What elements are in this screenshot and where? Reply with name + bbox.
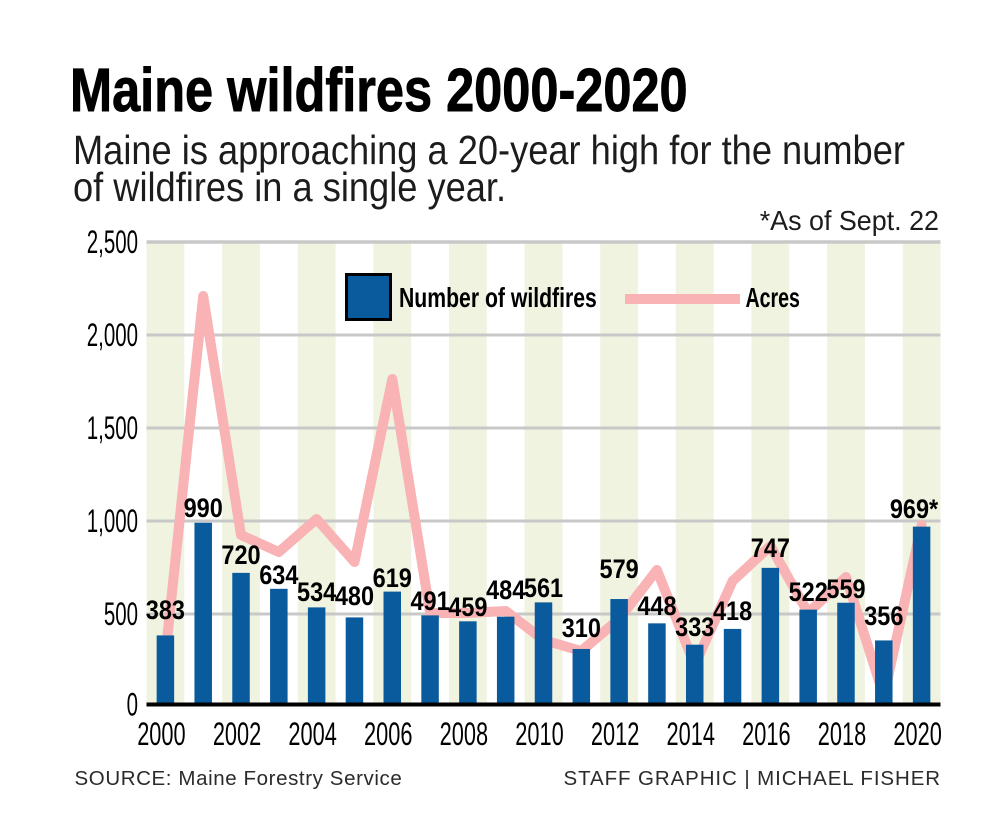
svg-text:Number of wildfires: Number of wildfires: [399, 283, 597, 313]
svg-text:2008: 2008: [440, 716, 488, 752]
svg-text:2014: 2014: [667, 716, 715, 752]
svg-text:634: 634: [259, 561, 298, 591]
svg-text:333: 333: [675, 613, 714, 643]
svg-text:SOURCE: Maine Forestry Service: SOURCE: Maine Forestry Service: [75, 767, 403, 790]
svg-text:747: 747: [751, 534, 790, 564]
svg-text:*As of Sept. 22: *As of Sept. 22: [760, 204, 939, 236]
svg-text:720: 720: [221, 541, 260, 571]
svg-text:2020: 2020: [893, 716, 941, 752]
svg-text:559: 559: [826, 575, 865, 605]
svg-text:2,500: 2,500: [87, 224, 138, 260]
svg-text:1,000: 1,000: [87, 503, 138, 539]
svg-text:Maine wildfires 2000-2020: Maine wildfires 2000-2020: [70, 55, 688, 124]
svg-text:Maine is approaching a 20-year: Maine is approaching a 20-year high for …: [73, 128, 905, 174]
svg-text:480: 480: [335, 582, 374, 612]
svg-text:2000: 2000: [137, 716, 185, 752]
svg-text:619: 619: [373, 564, 412, 594]
svg-text:2004: 2004: [288, 716, 336, 752]
svg-text:2002: 2002: [213, 716, 261, 752]
svg-text:418: 418: [713, 597, 752, 627]
svg-text:2018: 2018: [818, 716, 866, 752]
svg-text:522: 522: [789, 578, 828, 608]
svg-text:2010: 2010: [515, 716, 563, 752]
svg-text:448: 448: [637, 592, 676, 622]
svg-text:356: 356: [864, 602, 903, 632]
svg-text:Acres: Acres: [746, 283, 800, 314]
svg-text:459: 459: [448, 593, 487, 623]
svg-text:579: 579: [600, 555, 639, 585]
svg-text:0: 0: [127, 687, 138, 723]
svg-text:STAFF GRAPHIC | MICHAEL FISHER: STAFF GRAPHIC | MICHAEL FISHER: [564, 767, 941, 790]
svg-text:500: 500: [104, 596, 138, 632]
svg-text:2016: 2016: [742, 716, 790, 752]
svg-text:484: 484: [486, 576, 525, 606]
svg-text:2,000: 2,000: [87, 317, 138, 353]
svg-text:561: 561: [524, 574, 563, 604]
svg-text:of wildfires in a single year.: of wildfires in a single year.: [73, 165, 506, 211]
svg-text:2006: 2006: [364, 716, 412, 752]
svg-text:1,500: 1,500: [87, 410, 138, 446]
svg-text:491: 491: [410, 587, 449, 617]
svg-text:383: 383: [146, 596, 185, 626]
svg-text:534: 534: [297, 578, 336, 608]
svg-text:2012: 2012: [591, 716, 639, 752]
svg-text:310: 310: [562, 614, 601, 644]
svg-text:990: 990: [184, 494, 223, 524]
svg-text:969*: 969*: [890, 495, 938, 525]
